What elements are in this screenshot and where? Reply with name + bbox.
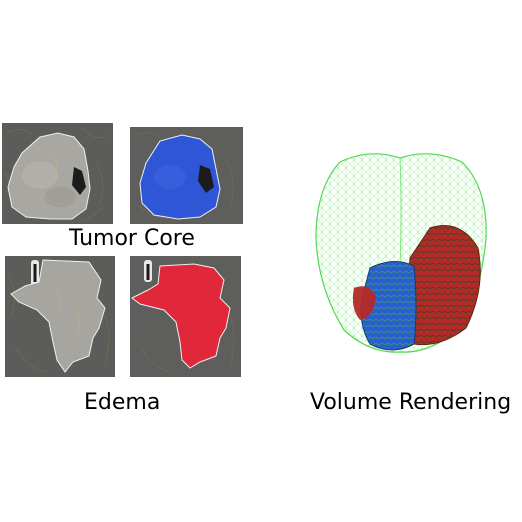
tumor-core-mri-image — [2, 123, 113, 224]
edema-mri-image — [5, 256, 115, 377]
edema-segmentation-image — [130, 256, 241, 377]
edema-caption: Edema — [84, 390, 161, 415]
tumor-core-segmentation-image — [130, 127, 243, 224]
volume-rendering-image — [310, 148, 492, 358]
volume-rendering-caption: Volume Rendering — [310, 390, 512, 415]
tumor-core-caption: Tumor Core — [69, 226, 195, 251]
